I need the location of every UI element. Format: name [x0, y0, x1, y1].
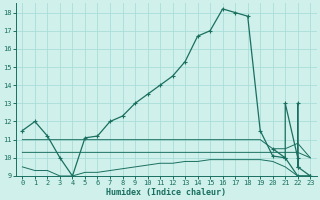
X-axis label: Humidex (Indice chaleur): Humidex (Indice chaleur): [106, 188, 226, 197]
